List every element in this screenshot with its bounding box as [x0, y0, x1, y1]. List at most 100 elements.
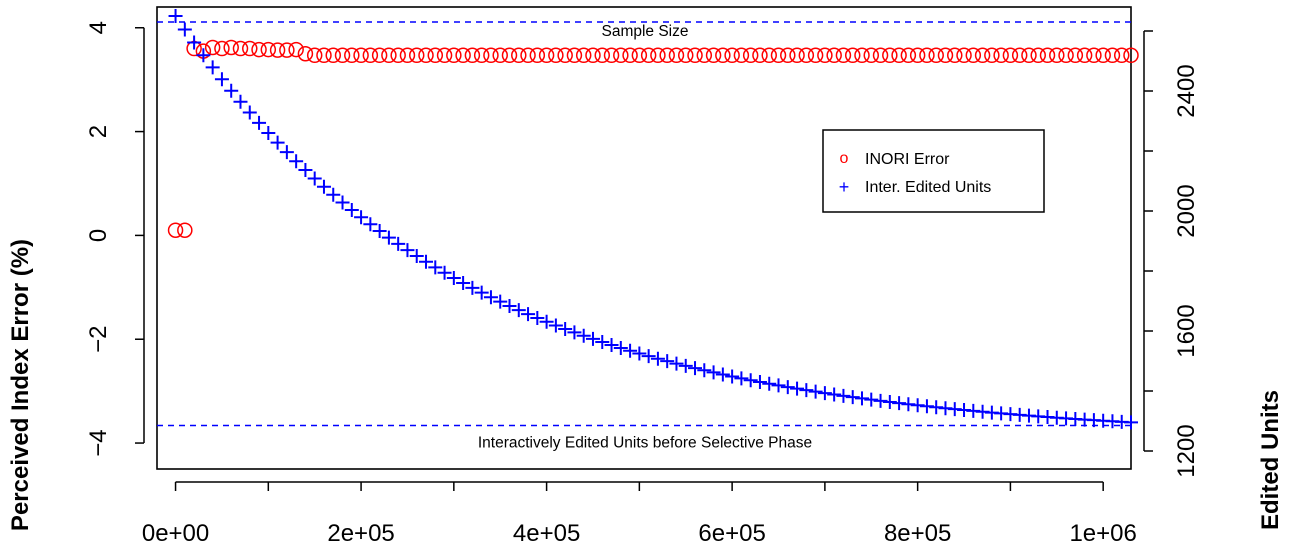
axes: 0e+00 2e+05 4e+05 6e+05 8e+05 1e+06 −4 −2 0 2 4 120… [85, 21, 1200, 547]
y-right-tick-label: 1200 [1173, 424, 1200, 477]
edited-units-point [317, 180, 331, 194]
plot-area [157, 7, 1131, 469]
edited-units-point [679, 359, 693, 373]
y-left-tick-label: 0 [85, 229, 112, 242]
edited-units-point [716, 367, 730, 381]
edited-units-point [261, 126, 275, 140]
edited-units-point [280, 145, 294, 159]
edited-units-point [196, 48, 210, 62]
x-tick-label: 0e+00 [142, 520, 209, 547]
edited-units-point [669, 357, 683, 371]
edited-units-point [809, 385, 823, 399]
edited-units-point [753, 375, 767, 389]
edited-units-point [252, 116, 266, 130]
edited-units-point [799, 383, 813, 397]
y-right-tick-label: 1600 [1173, 304, 1200, 357]
edited-units-point [781, 380, 795, 394]
edited-units-point [308, 172, 322, 186]
y-axis-right-label: Edited Units [1257, 390, 1284, 530]
edited-units-point [354, 210, 368, 224]
legend-symbol-inori-error: o [840, 150, 849, 167]
edited-units-point [271, 136, 285, 150]
edited-units-point [1124, 415, 1138, 429]
edited-units-point [289, 154, 303, 168]
reference-line-label: Sample Size [601, 23, 688, 40]
inori-error-point [298, 47, 312, 61]
edited-units-point [883, 395, 897, 409]
edited-units-point [762, 377, 776, 391]
edited-units-point [605, 338, 619, 352]
edited-units-point [744, 373, 758, 387]
inori-error-point [289, 43, 303, 57]
edited-units-point [725, 369, 739, 383]
edited-units-point [336, 196, 350, 210]
edited-units-point [298, 163, 312, 177]
edited-units-point [540, 315, 554, 329]
edited-units-point [623, 344, 637, 358]
legend-box [823, 130, 1044, 212]
y-left-tick-label: −4 [85, 429, 112, 456]
edited-units-point [874, 394, 888, 408]
legend-label-inori-error: INORI Error [865, 151, 950, 168]
edited-units-point [530, 311, 544, 325]
edited-units-point [373, 224, 387, 238]
edited-units-point [707, 365, 721, 379]
y-left-tick-label: 2 [85, 125, 112, 138]
edited-units-point [772, 378, 786, 392]
x-tick-label: 6e+05 [698, 520, 765, 547]
y-axis-left-label: Perceived Index Error (%) [7, 239, 34, 531]
y-right-tick-label: 2400 [1173, 64, 1200, 117]
edited-units-point [614, 341, 628, 355]
edited-units-point [864, 393, 878, 407]
y-right-tick-label: 2000 [1173, 184, 1200, 237]
edited-units-point [567, 325, 581, 339]
edited-units-point [911, 398, 925, 412]
edited-units-point [595, 335, 609, 349]
edited-units-point [382, 231, 396, 245]
edited-units-point [577, 329, 591, 343]
edited-units-point [846, 390, 860, 404]
edited-units-point [688, 361, 702, 375]
edited-units-point [363, 217, 377, 231]
edited-units-point [178, 22, 192, 36]
edited-units-point [549, 318, 563, 332]
edited-units-point [827, 387, 841, 401]
edited-units-point [855, 391, 869, 405]
edited-units-point [901, 397, 915, 411]
x-tick-label: 4e+05 [513, 520, 580, 547]
edited-units-point [892, 396, 906, 410]
edited-units-point [632, 346, 646, 360]
edited-units-point [233, 95, 247, 109]
edited-units-point [642, 349, 656, 363]
edited-units-point [558, 322, 572, 336]
edited-units-point [169, 9, 183, 23]
edited-units-point [345, 203, 359, 217]
y-left-tick-label: −2 [85, 326, 112, 353]
legend-label-edited-units: Inter. Edited Units [865, 179, 991, 196]
edited-units-point [215, 72, 229, 86]
edited-units-series [169, 9, 1138, 429]
edited-units-point [651, 352, 665, 366]
edited-units-point [400, 243, 414, 257]
edited-units-point [660, 354, 674, 368]
legend: o INORI Error + Inter. Edited Units [823, 130, 1044, 212]
edited-units-point [734, 371, 748, 385]
edited-units-point [697, 363, 711, 377]
edited-units-point [224, 84, 238, 98]
edited-units-point [391, 237, 405, 251]
edited-units-point [818, 386, 832, 400]
inori-error-point [178, 223, 192, 237]
edited-units-point [187, 36, 201, 50]
edited-units-point [586, 332, 600, 346]
y-left-tick-label: 4 [85, 21, 112, 34]
edited-units-point [243, 106, 257, 120]
edited-units-point [790, 382, 804, 396]
reference-line-label: Interactively Edited Units before Select… [478, 435, 812, 452]
x-tick-label: 2e+05 [327, 520, 394, 547]
x-tick-label: 8e+05 [884, 520, 951, 547]
x-tick-label: 1e+06 [1069, 520, 1136, 547]
edited-units-point [326, 188, 340, 202]
edited-units-point [836, 389, 850, 403]
edited-units-point [206, 60, 220, 74]
